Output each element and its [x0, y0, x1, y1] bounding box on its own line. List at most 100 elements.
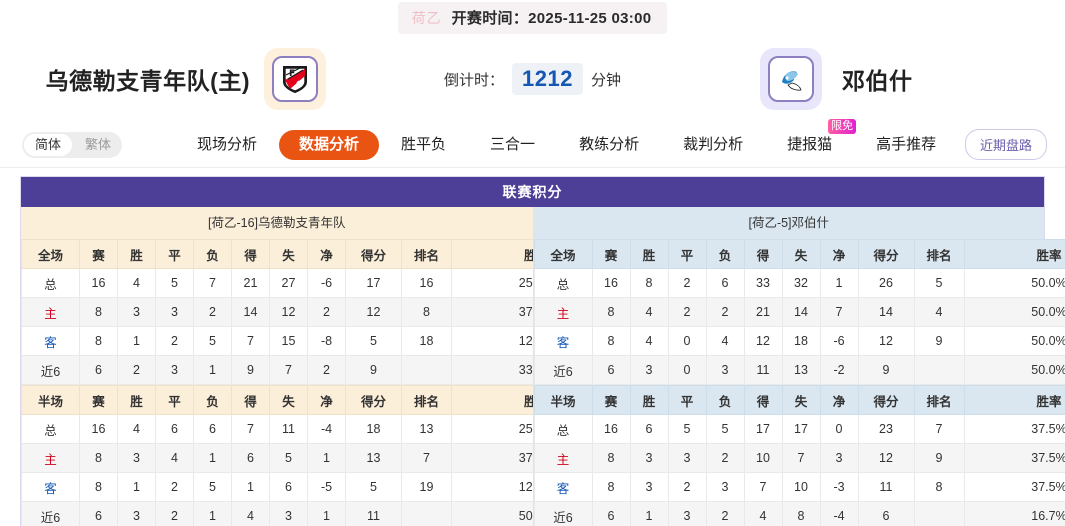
cell-5: 17 — [781, 414, 821, 444]
cell-3: 3 — [705, 472, 745, 502]
cell-5: 18 — [781, 326, 821, 356]
cell-4: 14 — [231, 297, 270, 327]
cell-9: 50.0% — [963, 297, 1065, 327]
cell-5: 3 — [269, 501, 308, 526]
cell-2: 2 — [667, 472, 707, 502]
cell-4: 1 — [231, 472, 270, 502]
cell-7: 12 — [345, 297, 402, 327]
cell-7: 14 — [857, 297, 915, 327]
nav-item-label: 裁判分析 — [683, 135, 744, 153]
cell-8: 18 — [401, 326, 452, 356]
cell-0: 16 — [591, 414, 631, 444]
col-header-7: 净 — [307, 239, 346, 269]
cell-3: 7 — [193, 268, 232, 298]
cell-5: 32 — [781, 268, 821, 298]
cell-4: 10 — [743, 443, 783, 473]
row-label: 近6 — [533, 355, 593, 385]
col-header-1: 赛 — [591, 385, 631, 415]
cell-6: 1 — [307, 443, 346, 473]
col-header-5: 得 — [231, 239, 270, 269]
cell-3: 2 — [705, 297, 745, 327]
table-row: 近663214311150.0% — [21, 501, 622, 526]
cell-9: 37.5% — [963, 414, 1065, 444]
cell-1: 4 — [629, 297, 669, 327]
nav-item-label: 教练分析 — [579, 135, 640, 153]
cell-3: 1 — [193, 501, 232, 526]
nav-item-5[interactable]: 裁判分析 — [661, 130, 765, 160]
row-label: 近6 — [21, 501, 80, 526]
lang-traditional[interactable]: 繁体 — [85, 136, 112, 152]
countdown-label: 倒计时： — [444, 71, 505, 89]
recent-odds-button[interactable]: 近期盘路 — [964, 129, 1047, 160]
table-row: 主834165113737.5% — [21, 443, 622, 473]
table-row: 总 16 6 5 5 17 17 0 23 7 37.5% — [533, 414, 1065, 444]
cell-1: 3 — [117, 297, 156, 327]
cell-8: 7 — [913, 414, 965, 444]
cell-8: 16 — [401, 268, 452, 298]
nav-item-2[interactable]: 胜平负 — [379, 130, 468, 160]
away-team-block[interactable]: 邓伯什 — [760, 36, 913, 122]
cell-6: 3 — [819, 443, 859, 473]
cell-8 — [913, 355, 965, 385]
table-header-row: 全场赛胜平负得失净得分排名胜率 — [533, 239, 1065, 269]
cell-2: 3 — [155, 297, 194, 327]
row-label: 近6 — [21, 355, 80, 385]
cell-1: 4 — [117, 414, 156, 444]
cell-3: 2 — [705, 443, 745, 473]
cell-4: 9 — [231, 355, 270, 385]
nav-item-7[interactable]: 高手推荐 — [854, 130, 958, 160]
col-header-0: 半场 — [21, 385, 80, 415]
cell-9: 37.5% — [963, 472, 1065, 502]
cell-4: 12 — [743, 326, 783, 356]
nav-item-0[interactable]: 现场分析 — [175, 130, 279, 160]
cell-3: 5 — [193, 472, 232, 502]
col-header-3: 平 — [155, 385, 194, 415]
cell-3: 4 — [705, 326, 745, 356]
language-toggle[interactable]: 简体 繁体 — [22, 131, 123, 158]
cell-5: 14 — [781, 297, 821, 327]
away-caption: [荷乙-5]邓伯什 — [533, 207, 1044, 239]
col-header-3: 平 — [667, 239, 707, 269]
cell-6: -5 — [307, 472, 346, 502]
countdown-block: 倒计时： 1212 分钟 — [0, 36, 1065, 122]
col-header-10: 胜率 — [963, 239, 1065, 269]
col-header-4: 负 — [705, 385, 745, 415]
cell-1: 1 — [117, 472, 156, 502]
cell-7: 5 — [345, 326, 402, 356]
col-header-8: 得分 — [345, 239, 402, 269]
col-header-6: 失 — [269, 385, 308, 415]
home-team-name: 乌德勒支青年队(主) — [45, 68, 250, 94]
nav-items: 现场分析 数据分析 胜平负 三合一 教练分析 裁判分析 捷报猫 限免 高手推荐 — [175, 118, 958, 160]
cell-5: 7 — [269, 355, 308, 385]
col-header-6: 失 — [781, 385, 821, 415]
lang-simplified[interactable]: 简体 — [24, 133, 73, 156]
cell-3: 2 — [193, 297, 232, 327]
nav-item-6[interactable]: 捷报猫 限免 — [765, 118, 857, 160]
nav-item-4[interactable]: 教练分析 — [557, 130, 661, 160]
cell-4: 17 — [743, 414, 783, 444]
cell-1: 3 — [629, 355, 669, 385]
home-team-block[interactable]: 乌德勒支青年队(主) F C — [0, 36, 330, 122]
row-label: 主 — [21, 297, 80, 327]
cell-9: 16.7% — [963, 501, 1065, 526]
cell-0: 16 — [79, 414, 118, 444]
nav-item-3[interactable]: 三合一 — [468, 130, 557, 160]
nav-item-1[interactable]: 数据分析 — [279, 129, 380, 160]
cell-1: 8 — [629, 268, 669, 298]
row-label: 总 — [21, 268, 80, 298]
col-header-9: 排名 — [401, 239, 452, 269]
svg-text:C: C — [296, 80, 303, 90]
cell-7: 26 — [857, 268, 915, 298]
cell-3: 6 — [193, 414, 232, 444]
cell-2: 2 — [155, 326, 194, 356]
cell-5: 12 — [269, 297, 308, 327]
col-header-2: 胜 — [629, 385, 669, 415]
cell-7: 23 — [857, 414, 915, 444]
cell-2: 5 — [667, 414, 707, 444]
cell-4: 7 — [743, 472, 783, 502]
